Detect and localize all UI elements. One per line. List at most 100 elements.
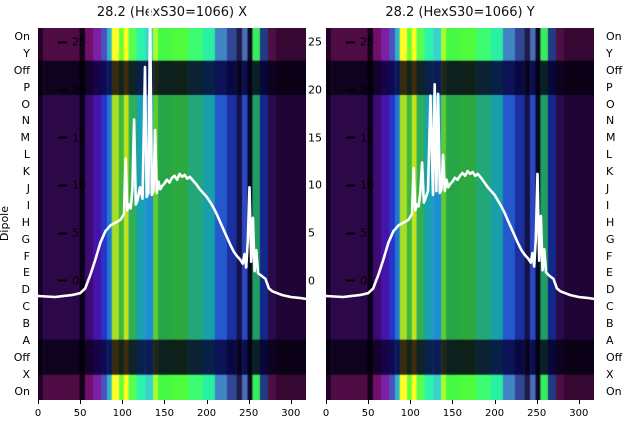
row-label-g: G bbox=[606, 232, 615, 246]
y-tick-mark bbox=[58, 232, 67, 235]
x-tick-mark bbox=[410, 400, 412, 404]
row-label-c: C bbox=[606, 300, 614, 314]
row-label-n: N bbox=[21, 114, 30, 128]
y-tick-mark bbox=[58, 41, 67, 44]
y-tick-mark bbox=[346, 279, 355, 282]
row-label-h: H bbox=[21, 215, 30, 229]
row-label-p: P bbox=[23, 80, 30, 94]
row-label-o: O bbox=[21, 97, 30, 111]
plot-x: 25 20 15 10 5 0 0 50 100 150 200 250 300 bbox=[35, 7, 308, 419]
y-tick-5: 5 bbox=[58, 227, 79, 240]
x-tick-mark bbox=[326, 400, 327, 404]
row-labels-right: On Y Off P O N M L K J I H G F E D C B A Off X On bbox=[606, 30, 640, 398]
x-tick-mark bbox=[206, 400, 208, 404]
y-tick-mark bbox=[58, 89, 67, 91]
row-label-j: J bbox=[606, 182, 610, 196]
x-tick-300: 300 bbox=[569, 408, 589, 419]
x-tick-mark bbox=[368, 400, 370, 404]
row-label-on: On bbox=[606, 384, 622, 398]
row-label-d: D bbox=[21, 283, 30, 297]
y-tick-value: 25 bbox=[360, 35, 374, 49]
row-label-n: N bbox=[606, 114, 615, 128]
row-label-l: L bbox=[606, 148, 613, 162]
y-tick-15: 15 bbox=[346, 131, 374, 144]
x-tick-mark bbox=[536, 400, 538, 404]
y-tick-0: 0 bbox=[58, 274, 79, 287]
signal-line-overlay bbox=[324, 82, 596, 301]
row-label-i: I bbox=[26, 198, 30, 212]
x-tick-mark bbox=[164, 400, 166, 404]
y-tick-value: 20 bbox=[72, 83, 86, 97]
x-tick-250: 250 bbox=[527, 408, 547, 419]
heatmap-canvas bbox=[326, 28, 594, 400]
y-tick-mark bbox=[58, 184, 67, 187]
y-tick-20: 20 bbox=[58, 84, 86, 97]
row-label-g: G bbox=[21, 232, 30, 246]
y-tick-value: 15 bbox=[72, 131, 86, 145]
y-tick-25: 25 bbox=[58, 36, 86, 49]
right-y-tick-20: 20 bbox=[308, 83, 322, 97]
y-tick-mark bbox=[346, 41, 355, 44]
row-label-off: Off bbox=[606, 350, 623, 364]
row-label-y: Y bbox=[23, 46, 30, 60]
y-tick-value: 5 bbox=[360, 226, 367, 240]
row-label-f: F bbox=[606, 249, 613, 263]
row-label-j: J bbox=[26, 182, 30, 196]
row-label-o: O bbox=[606, 97, 615, 111]
row-label-k: K bbox=[606, 165, 614, 179]
right-y-tick-0: 0 bbox=[308, 274, 315, 288]
row-label-f: F bbox=[23, 249, 30, 263]
y-tick-value: 0 bbox=[360, 274, 367, 288]
plot-x-right-ticks: 25 20 15 10 5 0 bbox=[308, 28, 326, 400]
signal-line bbox=[324, 82, 596, 301]
row-label-on: On bbox=[14, 384, 30, 398]
row-label-off: Off bbox=[606, 63, 623, 77]
y-tick-value: 10 bbox=[72, 178, 86, 192]
x-tick-mark bbox=[494, 400, 496, 404]
row-label-b: B bbox=[22, 317, 30, 331]
y-tick-value: 5 bbox=[72, 226, 79, 240]
x-tick-mark bbox=[452, 400, 454, 404]
y-tick-0: 0 bbox=[346, 274, 367, 287]
x-tick-250: 250 bbox=[239, 408, 259, 419]
row-label-e: E bbox=[606, 266, 613, 280]
row-label-l: L bbox=[23, 148, 30, 162]
x-tick-50: 50 bbox=[73, 408, 87, 419]
row-label-x: X bbox=[22, 367, 30, 381]
y-tick-20: 20 bbox=[346, 84, 374, 97]
y-tick-mark bbox=[346, 89, 355, 91]
x-tick-mark bbox=[38, 400, 39, 404]
y-tick-value: 25 bbox=[72, 35, 86, 49]
x-tick-50: 50 bbox=[361, 408, 375, 419]
x-tick-mark bbox=[80, 400, 82, 404]
y-tick-mark bbox=[346, 232, 355, 235]
x-tick-300: 300 bbox=[281, 408, 301, 419]
row-label-p: P bbox=[606, 80, 613, 94]
y-tick-mark bbox=[346, 184, 355, 187]
x-tick-mark bbox=[290, 400, 292, 404]
x-tick-mark bbox=[122, 400, 124, 404]
y-tick-value: 20 bbox=[360, 83, 374, 97]
row-label-h: H bbox=[606, 215, 615, 229]
y-tick-10: 10 bbox=[58, 179, 86, 192]
y-tick-mark bbox=[58, 136, 67, 139]
plot-y-title: 28.2 (HexS30=1066) Y bbox=[385, 5, 535, 20]
row-label-d: D bbox=[606, 283, 615, 297]
row-label-m: M bbox=[606, 131, 616, 145]
row-labels-left: On Y Off P O N M L K J I H G F E D C B A Off X On bbox=[0, 30, 30, 398]
y-tick-value: 10 bbox=[360, 178, 374, 192]
row-label-b: B bbox=[606, 317, 614, 331]
right-y-tick-5: 5 bbox=[308, 226, 315, 240]
x-tick-0: 0 bbox=[322, 408, 330, 419]
signal-line bbox=[36, 7, 308, 301]
x-tick-200: 200 bbox=[485, 408, 505, 419]
right-y-tick-25: 25 bbox=[308, 35, 322, 49]
y-tick-mark bbox=[58, 279, 67, 282]
plot-x-title: 28.2 (HexS30=1066) X bbox=[96, 5, 248, 20]
x-tick-0: 0 bbox=[34, 408, 42, 419]
row-label-k: K bbox=[22, 165, 30, 179]
right-y-tick-15: 15 bbox=[308, 131, 322, 145]
row-label-m: M bbox=[20, 131, 31, 145]
y-tick-5: 5 bbox=[346, 227, 367, 240]
x-tick-mark bbox=[248, 400, 250, 404]
